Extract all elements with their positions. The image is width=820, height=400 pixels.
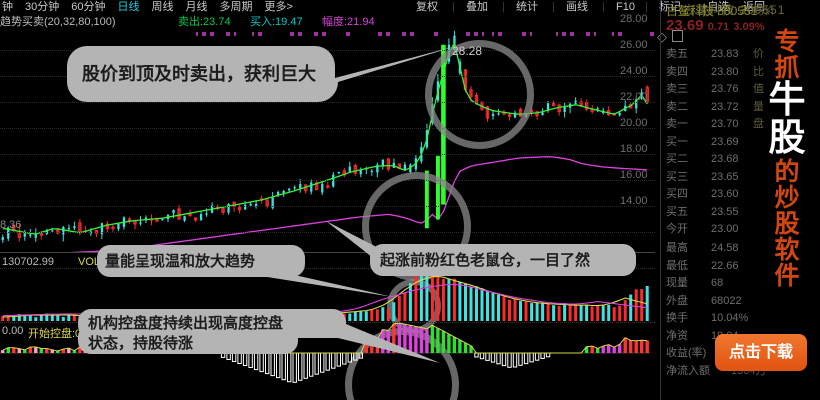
svg-text:状态，持股待涨: 状态，持股待涨 [88,334,193,352]
svg-text:机构控盘度持续出现高度控盘: 机构控盘度持续出现高度控盘 [88,314,283,332]
svg-text:起涨前粉红色老鼠仓，一目了然: 起涨前粉红色老鼠仓，一目了然 [379,251,590,269]
svg-text:股价到顶及时卖出，获利巨大: 股价到顶及时卖出，获利巨大 [81,63,316,84]
svg-text:量能呈现温和放大趋势: 量能呈现温和放大趋势 [105,252,255,270]
